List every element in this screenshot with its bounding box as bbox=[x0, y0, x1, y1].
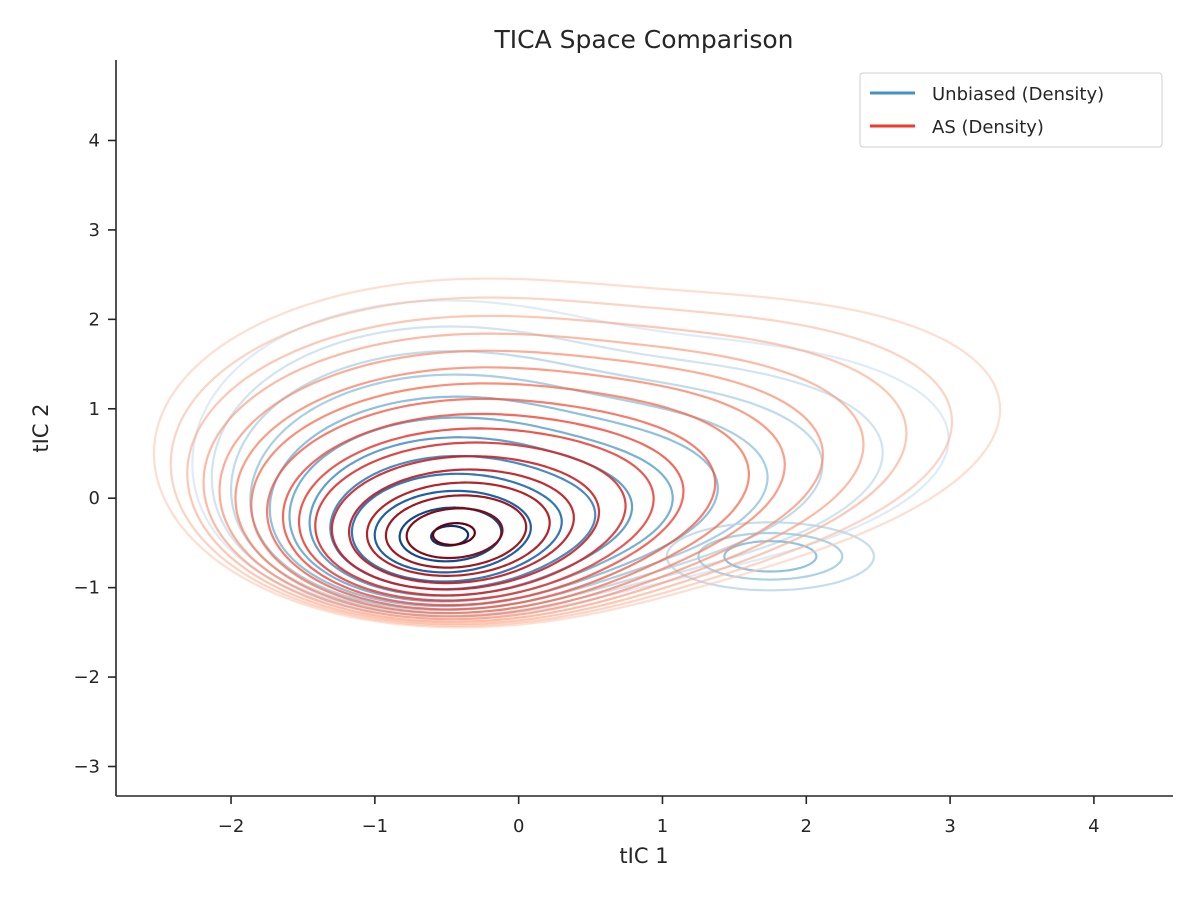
y-tick-label: −2 bbox=[73, 667, 100, 688]
x-tick-label: 3 bbox=[944, 816, 955, 837]
unbiased-contour bbox=[268, 395, 719, 608]
unbiased-secondary-contour bbox=[697, 531, 844, 581]
as-contour bbox=[169, 296, 954, 627]
as-contour bbox=[265, 397, 717, 611]
unbiased-contour bbox=[210, 325, 884, 617]
x-tick-label: −1 bbox=[362, 816, 389, 837]
as-contour bbox=[314, 441, 627, 597]
as-contour bbox=[152, 277, 1002, 629]
y-tick-label: −1 bbox=[73, 578, 100, 599]
as-contour bbox=[330, 455, 601, 591]
as-contour bbox=[186, 314, 908, 626]
y-ticks: −3 −2 −1 0 1 2 3 4 bbox=[73, 130, 116, 777]
x-tick-label: 0 bbox=[513, 816, 524, 837]
legend-box bbox=[859, 72, 1163, 148]
as-contour bbox=[202, 332, 865, 623]
x-ticks: −2 −1 0 1 2 3 4 bbox=[218, 796, 1100, 837]
x-tick-label: 4 bbox=[1088, 816, 1099, 837]
plot-area bbox=[152, 277, 1002, 629]
unbiased-contour bbox=[398, 506, 503, 563]
unbiased-contour bbox=[373, 489, 532, 574]
unbiased-secondary-contour bbox=[723, 540, 818, 573]
x-tick-label: 2 bbox=[801, 816, 812, 837]
x-tick-label: 1 bbox=[657, 816, 668, 837]
as-contour bbox=[281, 412, 685, 607]
as-contour bbox=[365, 481, 551, 578]
y-tick-label: 4 bbox=[89, 130, 100, 151]
as-contours bbox=[152, 277, 1002, 629]
y-axis-label: tIC 2 bbox=[29, 403, 53, 452]
as-contour bbox=[297, 427, 655, 602]
unbiased-contour bbox=[229, 350, 824, 615]
y-tick-label: 3 bbox=[89, 220, 100, 241]
as-contour bbox=[234, 366, 786, 618]
y-tick-label: 1 bbox=[89, 399, 100, 420]
as-contour bbox=[250, 382, 751, 615]
as-contour bbox=[384, 494, 528, 569]
unbiased-contour bbox=[350, 472, 563, 583]
y-tick-label: 0 bbox=[89, 488, 100, 509]
as-contour bbox=[347, 468, 575, 585]
legend: Unbiased (Density) AS (Density) bbox=[859, 72, 1163, 148]
y-tick-label: 2 bbox=[89, 309, 100, 330]
x-axis-label: tIC 1 bbox=[619, 844, 668, 868]
as-contour bbox=[405, 507, 504, 560]
unbiased-contours bbox=[191, 299, 950, 619]
y-tick-label: −3 bbox=[73, 756, 100, 777]
legend-label-as: AS (Density) bbox=[932, 117, 1044, 138]
x-tick-label: −2 bbox=[218, 816, 245, 837]
legend-label-unbiased: Unbiased (Density) bbox=[932, 84, 1104, 105]
chart-title: TICA Space Comparison bbox=[494, 25, 794, 54]
unbiased-contour bbox=[329, 454, 597, 591]
as-contour bbox=[432, 521, 476, 546]
as-contour bbox=[218, 349, 825, 621]
